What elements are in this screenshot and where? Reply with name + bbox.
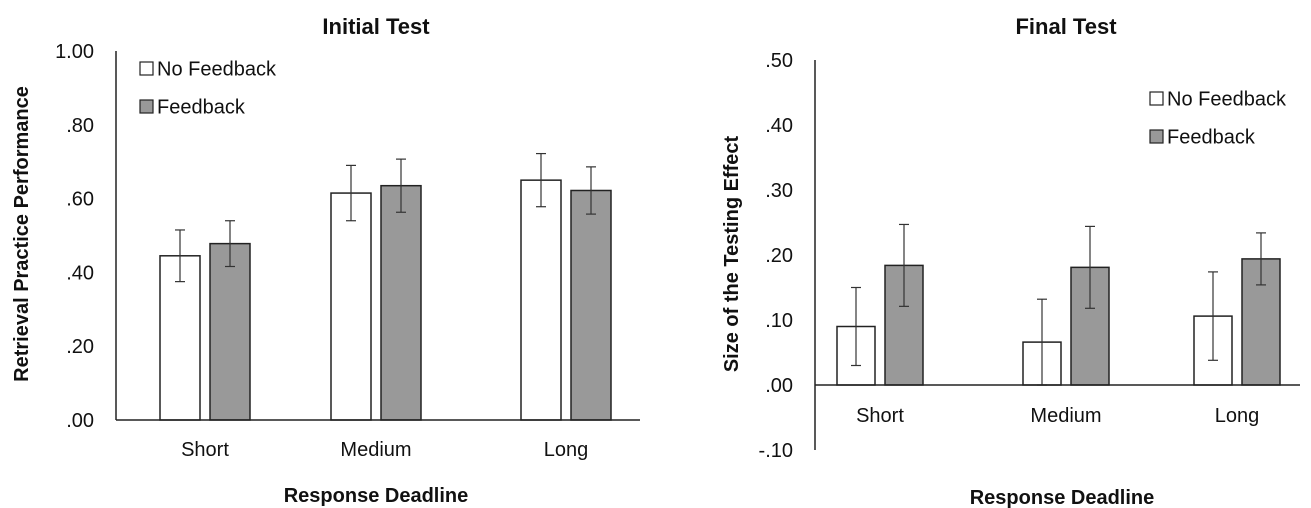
y-tick-label: -.10 <box>759 440 793 462</box>
y-tick-label: .40 <box>66 262 94 284</box>
category-label: Medium <box>1030 405 1101 427</box>
y-tick-label: .00 <box>66 410 94 432</box>
legend-label: No Feedback <box>157 59 277 81</box>
y-tick-labels: -.10 .00 .10 .20 .30 .40 .50 <box>759 50 793 462</box>
legend: No Feedback Feedback <box>1149 89 1287 149</box>
legend-swatch <box>139 61 154 76</box>
bar-no-feedback <box>159 255 201 421</box>
legend-swatch <box>1149 91 1164 106</box>
category-label: Short <box>856 405 904 427</box>
bar-feedback <box>570 189 612 421</box>
legend-swatch <box>139 99 154 114</box>
y-tick-label: .60 <box>66 189 94 211</box>
y-tick-label: .20 <box>66 336 94 358</box>
bar-feedback <box>209 242 251 421</box>
chart-title: Initial Test <box>322 14 430 39</box>
y-tick-label: .50 <box>765 50 793 72</box>
y-tick-label: .30 <box>765 180 793 202</box>
y-axis-label: Size of the Testing Effect <box>721 136 743 373</box>
legend: No Feedback Feedback <box>139 59 277 119</box>
bars <box>159 152 612 421</box>
legend-label: Feedback <box>157 97 246 119</box>
category-labels: Short Medium Long <box>181 439 588 461</box>
y-axis-label: Retrieval Practice Performance <box>11 86 33 382</box>
y-tick-label: .40 <box>765 115 793 137</box>
category-label: Short <box>181 439 229 461</box>
category-labels: Short Medium Long <box>856 405 1259 427</box>
category-label: Long <box>1215 405 1260 427</box>
y-tick-label: .10 <box>765 310 793 332</box>
y-tick-label: .80 <box>66 115 94 137</box>
y-tick-label: .20 <box>765 245 793 267</box>
bars <box>836 223 1281 386</box>
x-axis-label: Response Deadline <box>970 487 1155 508</box>
category-label: Long <box>544 439 589 461</box>
y-tick-label: .00 <box>765 375 793 397</box>
x-axis-label: Response Deadline <box>284 485 469 507</box>
legend-swatch <box>1149 129 1164 144</box>
bar-feedback <box>380 184 422 421</box>
y-tick-label: 1.00 <box>55 41 94 63</box>
final-test-chart: Final Test Response Deadline Size of the… <box>721 14 1300 508</box>
legend-label: No Feedback <box>1167 89 1287 111</box>
initial-test-chart: Initial Test Response Deadline Retrieval… <box>11 14 640 507</box>
chart-title: Final Test <box>1015 14 1117 39</box>
category-label: Medium <box>340 439 411 461</box>
y-tick-labels: .00 .20 .40 .60 .80 1.00 <box>55 41 94 432</box>
bar-no-feedback <box>330 192 372 421</box>
bar-no-feedback <box>520 179 562 421</box>
legend-label: Feedback <box>1167 127 1256 149</box>
